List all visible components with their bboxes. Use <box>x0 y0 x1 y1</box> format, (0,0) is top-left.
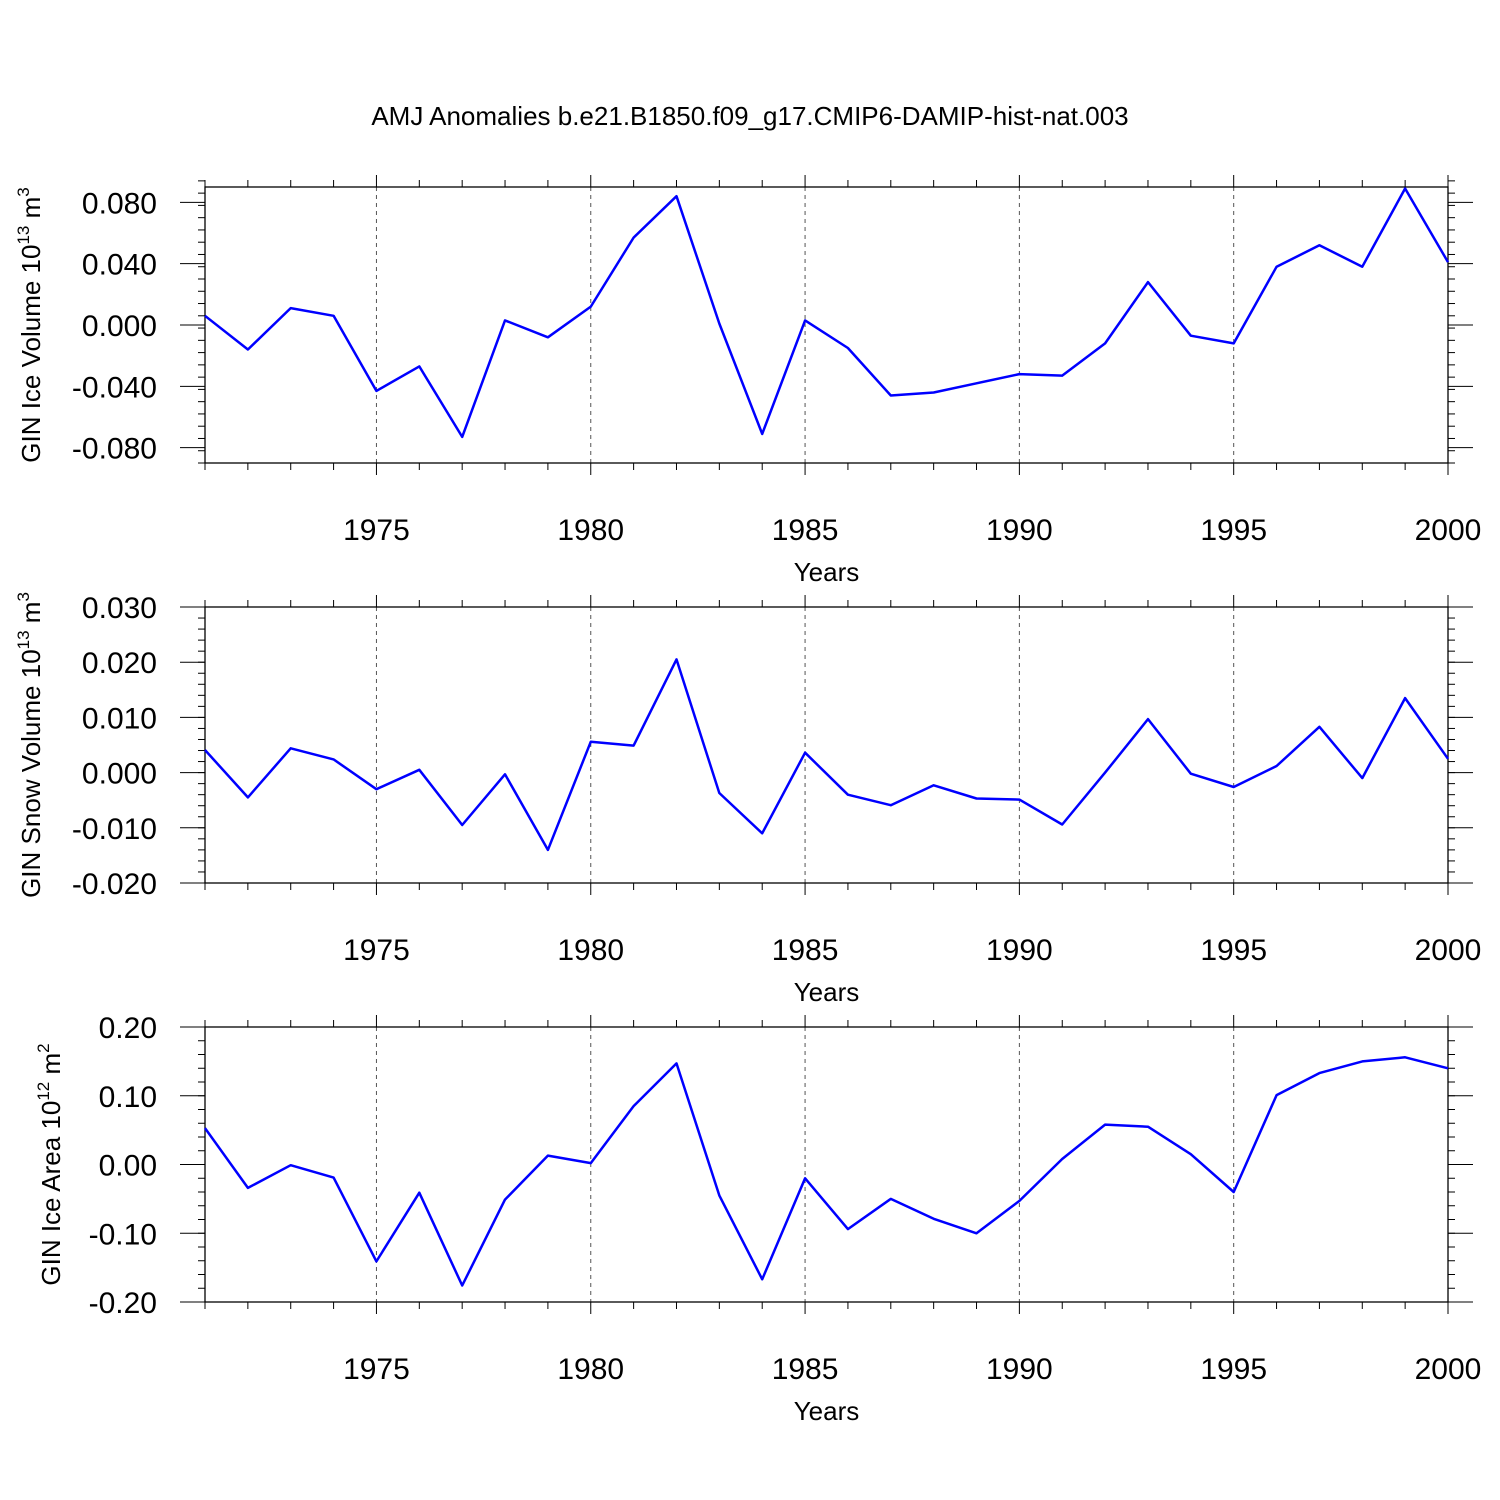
y-axis-label-unit-exponent: 3 <box>14 592 33 601</box>
y-axis-label-main: GIN Ice Volume 10 <box>16 245 46 463</box>
x-axis-label: Years <box>794 977 860 1007</box>
x-tick-label: 2000 <box>1415 1353 1482 1386</box>
x-tick-label: 1975 <box>343 514 410 547</box>
panels: -0.080 -0.040 0.000 0.040 0.080 1975 1980 1985 1… <box>14 175 1481 1426</box>
y-tick-label: 0.010 <box>82 702 157 735</box>
x-tick-label: 1980 <box>557 514 624 547</box>
plot-frame <box>204 186 1449 464</box>
y-axis-label-unit-exponent: 3 <box>14 187 33 196</box>
x-tick-label: 1985 <box>772 1353 839 1386</box>
chart-panel-1: -0.080 -0.040 0.000 0.040 0.080 1975 1980 1985 1… <box>14 175 1481 587</box>
y-axis-label-exponent: 13 <box>14 630 33 649</box>
y-tick-label: 0.000 <box>82 758 157 791</box>
y-axis-label-unit: m <box>16 602 46 631</box>
y-tick-label: -0.20 <box>89 1287 157 1320</box>
x-tick-label: 1980 <box>557 934 624 967</box>
y-tick-label: -0.010 <box>72 813 157 846</box>
plot-frame <box>204 606 1449 884</box>
series-line <box>203 1056 1449 1287</box>
series-line <box>204 187 1450 439</box>
y-axis-label-exponent: 13 <box>14 226 33 245</box>
y-axis-label-main: GIN Snow Volume 10 <box>16 649 46 898</box>
y-axis-label-unit: m <box>16 197 46 226</box>
y-axis-label-unit: m <box>36 1053 66 1082</box>
y-tick-label: 0.030 <box>82 592 157 625</box>
y-tick-label: -0.020 <box>72 868 157 901</box>
y-tick-label: 0.080 <box>82 187 157 220</box>
y-axis-label: GIN Ice Volume 1013 m3 <box>14 187 46 463</box>
y-tick-label: 0.10 <box>99 1081 157 1114</box>
y-axis-label-unit-exponent: 2 <box>34 1043 53 1052</box>
series-line <box>204 658 1450 852</box>
y-axis-label: GIN Snow Volume 1013 m3 <box>14 592 46 898</box>
y-tick-label: -0.040 <box>72 371 157 404</box>
y-tick-label: -0.080 <box>72 433 157 466</box>
x-tick-label: 1995 <box>1200 1353 1267 1386</box>
y-axis-label-main: GIN Ice Area 10 <box>36 1101 66 1286</box>
y-tick-label: 0.000 <box>82 310 157 343</box>
x-tick-label: 1990 <box>986 934 1053 967</box>
x-tick-label: 2000 <box>1415 934 1482 967</box>
y-tick-label: 0.040 <box>82 249 157 282</box>
plot-frame <box>204 1026 1449 1303</box>
y-tick-label: 0.020 <box>82 647 157 680</box>
x-tick-label: 1975 <box>343 934 410 967</box>
x-tick-label: 1985 <box>772 514 839 547</box>
x-tick-label: 1995 <box>1200 934 1267 967</box>
x-axis-label: Years <box>794 1396 860 1426</box>
y-axis-label-exponent: 12 <box>34 1082 53 1101</box>
x-tick-label: 1990 <box>986 514 1053 547</box>
x-tick-label: 1990 <box>986 1353 1053 1386</box>
y-tick-label: 0.20 <box>99 1012 157 1045</box>
x-tick-label: 1980 <box>557 1353 624 1386</box>
x-axis-label: Years <box>794 557 860 587</box>
chart-title: AMJ Anomalies b.e21.B1850.f09_g17.CMIP6-… <box>371 101 1128 131</box>
x-tick-label: 1995 <box>1200 514 1267 547</box>
y-tick-label: 0.00 <box>99 1150 157 1183</box>
x-tick-label: 1985 <box>772 934 839 967</box>
x-tick-label: 2000 <box>1415 514 1482 547</box>
y-tick-label: -0.10 <box>89 1218 157 1251</box>
chart-panel-3: -0.20 -0.10 0.00 0.10 0.20 1975 1980 1985 1990 19… <box>34 1012 1481 1426</box>
x-tick-label: 1975 <box>343 1353 410 1386</box>
y-axis-label: GIN Ice Area 1012 m2 <box>34 1043 66 1285</box>
chart-panel-2: -0.020 -0.010 0.000 0.010 0.020 0.030 1975 1980… <box>14 592 1481 1007</box>
